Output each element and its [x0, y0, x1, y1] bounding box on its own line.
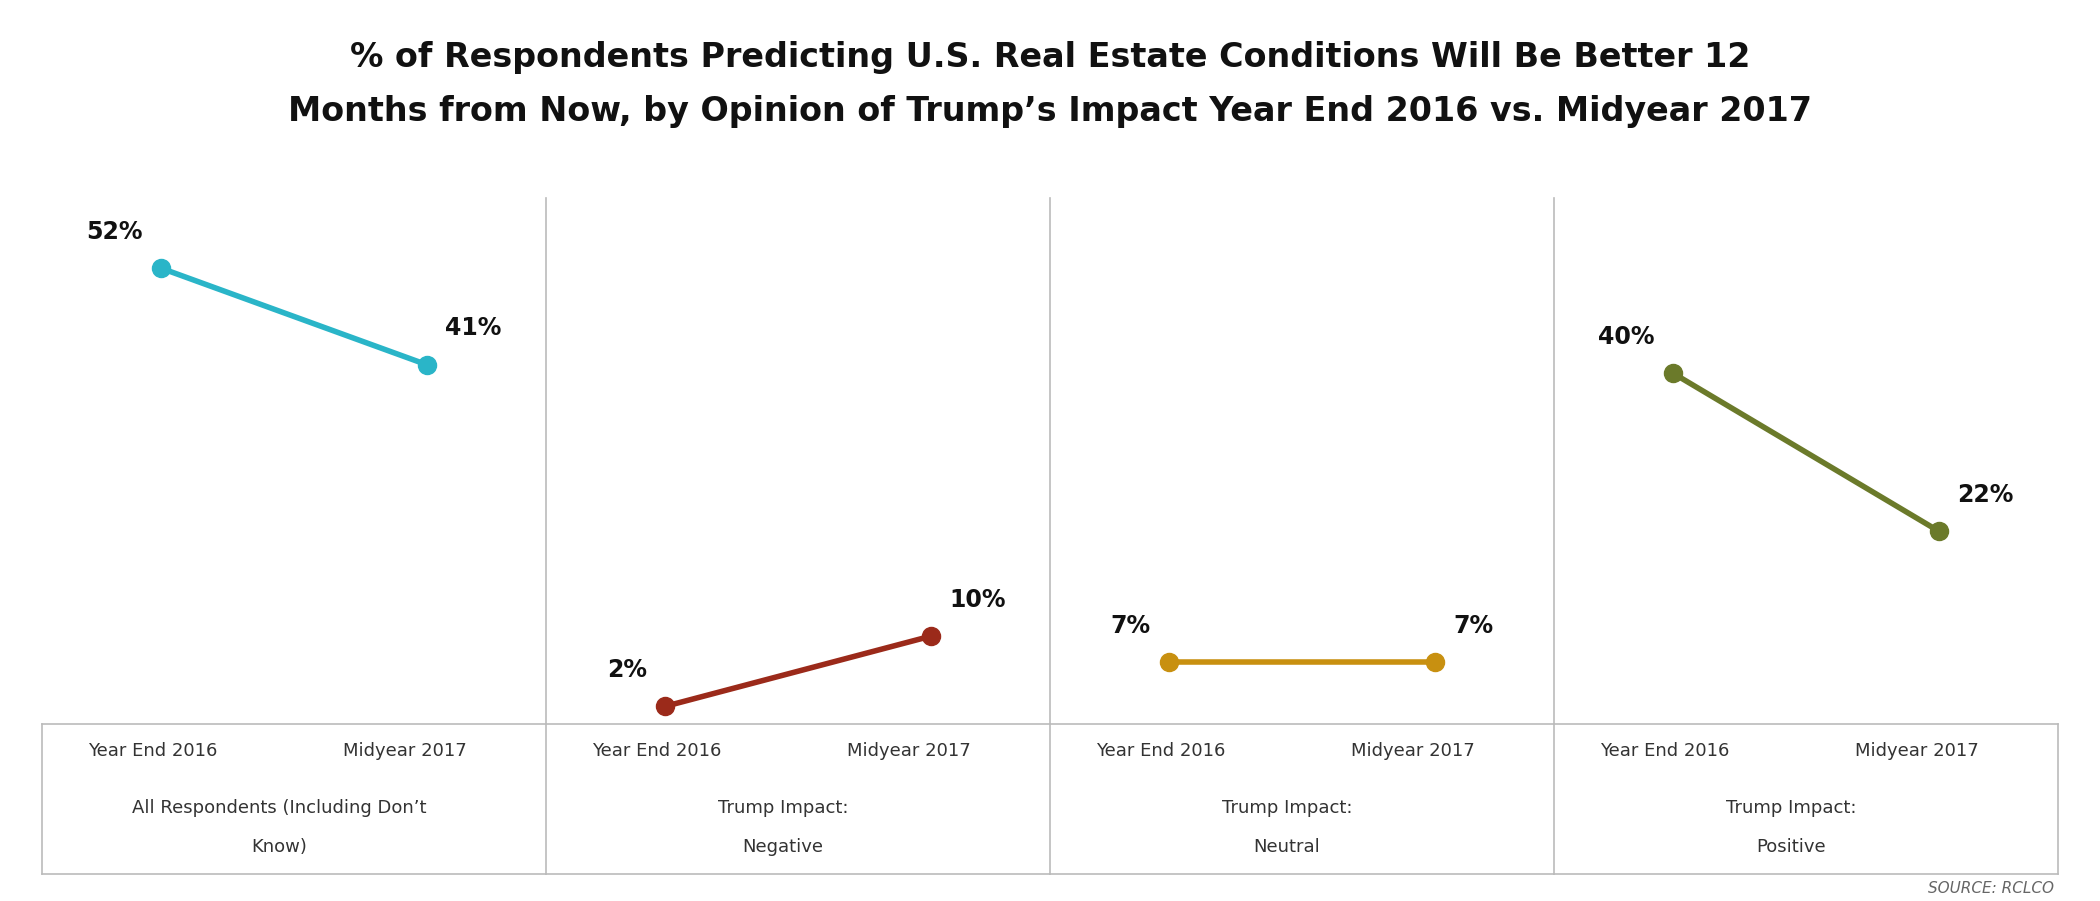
Text: % of Respondents Predicting U.S. Real Estate Conditions Will Be Better 12: % of Respondents Predicting U.S. Real Es…: [351, 41, 1749, 74]
Text: All Respondents (Including Don’t: All Respondents (Including Don’t: [132, 799, 426, 817]
Text: Negative: Negative: [743, 838, 823, 856]
Text: Neutral: Neutral: [1254, 838, 1321, 856]
Text: 2%: 2%: [607, 658, 647, 682]
Text: 40%: 40%: [1598, 325, 1655, 349]
Text: Positive: Positive: [1756, 838, 1825, 856]
Text: 7%: 7%: [1453, 614, 1493, 638]
Text: 41%: 41%: [445, 316, 502, 341]
Text: SOURCE: RCLCO: SOURCE: RCLCO: [1928, 881, 2054, 896]
Text: Months from Now, by Opinion of Trump’s Impact Year End 2016 vs. Midyear 2017: Months from Now, by Opinion of Trump’s I…: [288, 95, 1812, 128]
Text: Know): Know): [250, 838, 307, 856]
Text: Year End 2016: Year End 2016: [592, 742, 722, 760]
Text: Trump Impact:: Trump Impact:: [1726, 799, 1856, 817]
Text: Midyear 2017: Midyear 2017: [846, 742, 970, 760]
Text: Year End 2016: Year End 2016: [88, 742, 218, 760]
Text: Trump Impact:: Trump Impact:: [1222, 799, 1352, 817]
Text: 7%: 7%: [1111, 614, 1151, 638]
Text: Year End 2016: Year End 2016: [1600, 742, 1730, 760]
Text: Year End 2016: Year End 2016: [1096, 742, 1226, 760]
Text: 52%: 52%: [86, 220, 143, 244]
Text: Midyear 2017: Midyear 2017: [1350, 742, 1474, 760]
Text: 10%: 10%: [949, 587, 1006, 612]
Text: 22%: 22%: [1957, 483, 2014, 506]
Text: Midyear 2017: Midyear 2017: [1854, 742, 1978, 760]
Text: Midyear 2017: Midyear 2017: [342, 742, 466, 760]
Text: Trump Impact:: Trump Impact:: [718, 799, 848, 817]
